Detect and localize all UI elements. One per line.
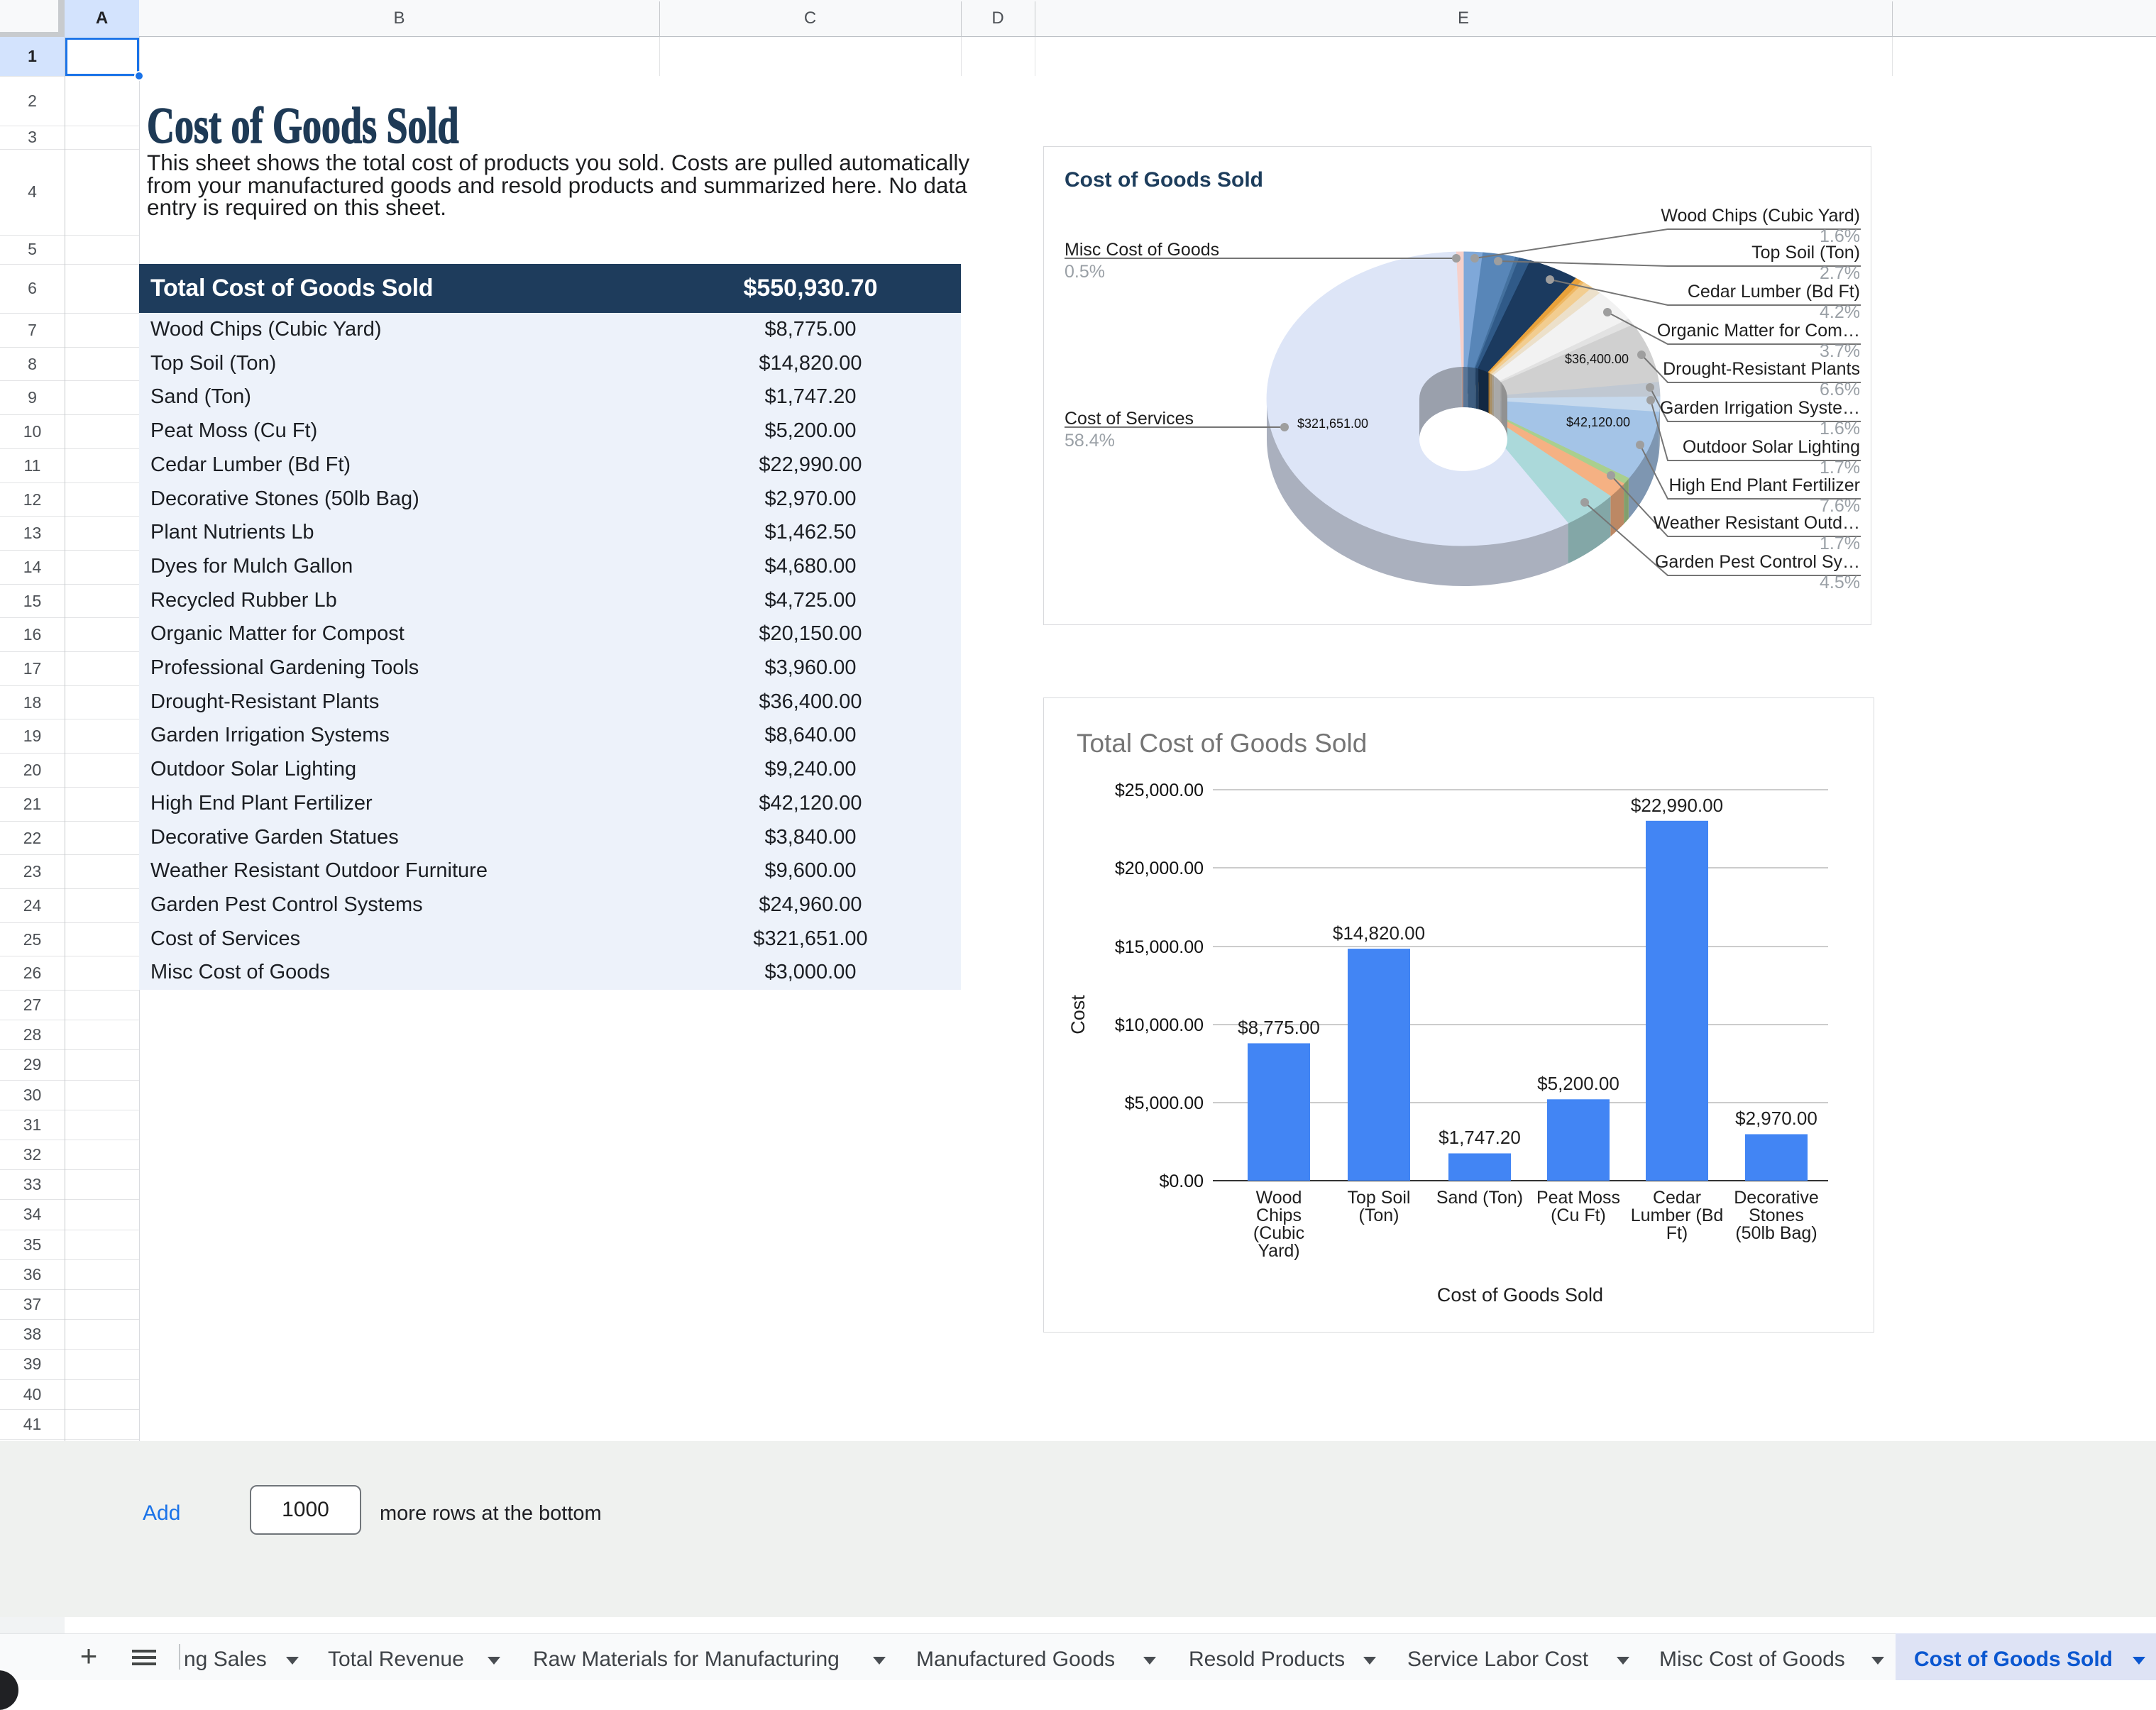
svg-text:Lumber (Bd: Lumber (Bd: [1631, 1206, 1724, 1225]
svg-text:$0.00: $0.00: [1159, 1171, 1204, 1191]
svg-text:Cedar Lumber (Bd Ft): Cedar Lumber (Bd Ft): [1688, 282, 1860, 302]
svg-text:Cost of Goods Sold: Cost of Goods Sold: [1065, 168, 1263, 192]
svg-text:Top Soil: Top Soil: [1348, 1188, 1411, 1208]
svg-text:58.4%: 58.4%: [1065, 431, 1115, 451]
svg-text:1.6%: 1.6%: [1820, 419, 1860, 438]
svg-text:$20,000.00: $20,000.00: [1115, 859, 1204, 878]
svg-text:4.5%: 4.5%: [1820, 573, 1860, 592]
svg-text:Peat Moss: Peat Moss: [1536, 1188, 1620, 1208]
svg-text:High End Plant Fertilizer: High End Plant Fertilizer: [1668, 475, 1860, 495]
svg-text:Wood: Wood: [1256, 1188, 1302, 1208]
svg-text:Cedar: Cedar: [1653, 1188, 1701, 1208]
svg-text:$5,200.00: $5,200.00: [1537, 1073, 1619, 1094]
svg-text:(Ton): (Ton): [1359, 1206, 1399, 1225]
svg-text:Cost of Goods Sold: Cost of Goods Sold: [1437, 1284, 1603, 1306]
svg-text:Drought-Resistant Plants: Drought-Resistant Plants: [1663, 359, 1860, 379]
svg-text:Organic Matter for Com…: Organic Matter for Com…: [1657, 321, 1860, 341]
svg-text:(50lb Bag): (50lb Bag): [1735, 1223, 1817, 1243]
svg-text:6.6%: 6.6%: [1820, 380, 1860, 399]
svg-text:$1,747.20: $1,747.20: [1439, 1127, 1521, 1148]
svg-text:1.7%: 1.7%: [1820, 458, 1860, 478]
svg-text:1.6%: 1.6%: [1820, 226, 1860, 246]
svg-text:$36,400.00: $36,400.00: [1565, 352, 1629, 366]
svg-text:(Cubic: (Cubic: [1253, 1223, 1304, 1243]
svg-text:$8,775.00: $8,775.00: [1238, 1017, 1320, 1038]
svg-text:$2,970.00: $2,970.00: [1735, 1108, 1817, 1129]
svg-text:Yard): Yard): [1258, 1241, 1299, 1261]
svg-text:Garden Pest Control Sy…: Garden Pest Control Sy…: [1655, 552, 1860, 572]
svg-text:Stones: Stones: [1749, 1206, 1804, 1225]
svg-text:Chips: Chips: [1256, 1206, 1302, 1225]
svg-text:Wood Chips (Cubic Yard): Wood Chips (Cubic Yard): [1661, 206, 1860, 226]
svg-text:7.6%: 7.6%: [1820, 496, 1860, 516]
svg-text:$15,000.00: $15,000.00: [1115, 937, 1204, 957]
svg-text:0.5%: 0.5%: [1065, 262, 1105, 282]
svg-text:Garden Irrigation Syste…: Garden Irrigation Syste…: [1660, 398, 1860, 418]
svg-text:Total Cost of Goods Sold: Total Cost of Goods Sold: [1077, 729, 1367, 758]
svg-text:Cost: Cost: [1067, 995, 1089, 1035]
svg-text:(Cu Ft): (Cu Ft): [1551, 1206, 1606, 1225]
svg-text:1.7%: 1.7%: [1820, 534, 1860, 553]
svg-text:$14,820.00: $14,820.00: [1333, 922, 1425, 944]
svg-text:Weather Resistant Outd…: Weather Resistant Outd…: [1654, 513, 1860, 533]
svg-text:$10,000.00: $10,000.00: [1115, 1015, 1204, 1035]
svg-text:$321,651.00: $321,651.00: [1297, 417, 1368, 431]
svg-text:Ft): Ft): [1666, 1223, 1688, 1243]
svg-text:Decorative: Decorative: [1734, 1188, 1819, 1208]
svg-text:Misc Cost of Goods: Misc Cost of Goods: [1065, 240, 1219, 260]
svg-text:Outdoor Solar Lighting: Outdoor Solar Lighting: [1683, 437, 1860, 457]
svg-text:4.2%: 4.2%: [1820, 302, 1860, 322]
svg-text:2.7%: 2.7%: [1820, 263, 1860, 283]
svg-text:Cost of Services: Cost of Services: [1065, 409, 1194, 429]
svg-text:Sand (Ton): Sand (Ton): [1436, 1188, 1523, 1208]
svg-text:$25,000.00: $25,000.00: [1115, 780, 1204, 800]
svg-text:3.7%: 3.7%: [1820, 341, 1860, 361]
svg-text:$42,120.00: $42,120.00: [1566, 415, 1630, 429]
svg-text:$22,990.00: $22,990.00: [1631, 795, 1723, 816]
svg-text:Top Soil (Ton): Top Soil (Ton): [1751, 243, 1860, 263]
svg-text:$5,000.00: $5,000.00: [1125, 1093, 1204, 1113]
